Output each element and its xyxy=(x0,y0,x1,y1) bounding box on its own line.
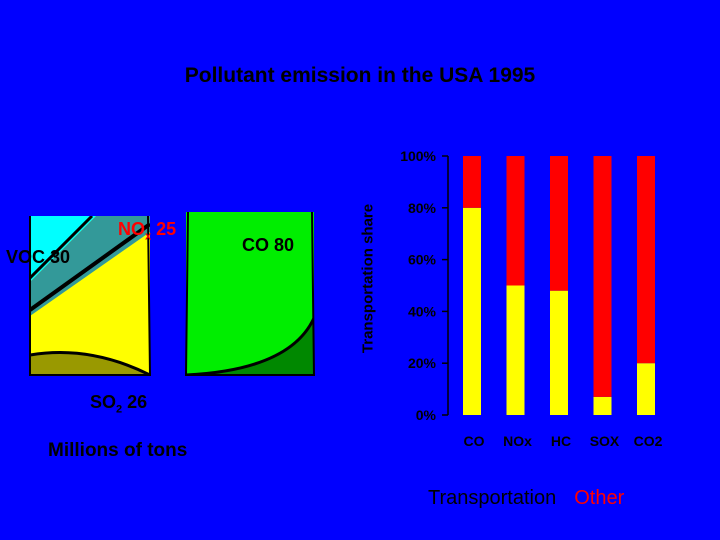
y-tick-label: 0% xyxy=(416,407,437,423)
bar-other-co2 xyxy=(637,156,655,364)
y-tick-label: 40% xyxy=(408,303,437,319)
x-category-label: NOx xyxy=(503,433,532,449)
bar-other-nox xyxy=(506,156,525,286)
x-category-label: SOX xyxy=(590,433,620,449)
y-tick-label: 80% xyxy=(408,200,437,216)
emission-boxes xyxy=(29,211,316,376)
legend-other: Other xyxy=(574,487,625,509)
x-category-label: HC xyxy=(551,433,571,449)
nox-value: 25 xyxy=(156,219,177,239)
bar-transportation-co2 xyxy=(637,363,655,415)
legend: Transportation Other xyxy=(428,487,624,510)
y-tick-label: 100% xyxy=(400,148,436,164)
bar-other-hc xyxy=(550,156,568,291)
bar-other-co xyxy=(463,156,481,208)
bar-transportation-sox xyxy=(593,396,612,415)
so2-value: 26 xyxy=(127,392,148,412)
so2-base: SO xyxy=(90,392,117,412)
y-tick-label: 20% xyxy=(408,355,437,371)
voc-nox-so2-box xyxy=(30,216,150,375)
x-category-label: CO xyxy=(464,433,485,449)
so2-label: SO2 26 xyxy=(90,392,147,416)
bar-transportation-hc xyxy=(550,290,568,415)
co-box xyxy=(186,212,314,376)
units-label: Millions of tons xyxy=(48,440,188,461)
x-category-label: CO2 xyxy=(634,433,663,449)
so2-subscript: 2 xyxy=(116,403,123,416)
co-label: CO 80 xyxy=(242,235,295,255)
nox-base: NO xyxy=(118,219,145,239)
nox-label: NOx 25 xyxy=(118,219,176,243)
bar-transportation-co xyxy=(463,207,481,415)
bar-other-sox xyxy=(593,156,612,397)
legend-transportation: Transportation xyxy=(428,487,557,509)
voc-label: VOC 30 xyxy=(6,247,71,267)
nox-subscript: x xyxy=(145,230,152,243)
y-tick-label: 60% xyxy=(408,252,437,268)
page-title: Pollutant emission in the USA 1995 xyxy=(184,64,536,87)
bar-transportation-nox xyxy=(506,285,525,415)
